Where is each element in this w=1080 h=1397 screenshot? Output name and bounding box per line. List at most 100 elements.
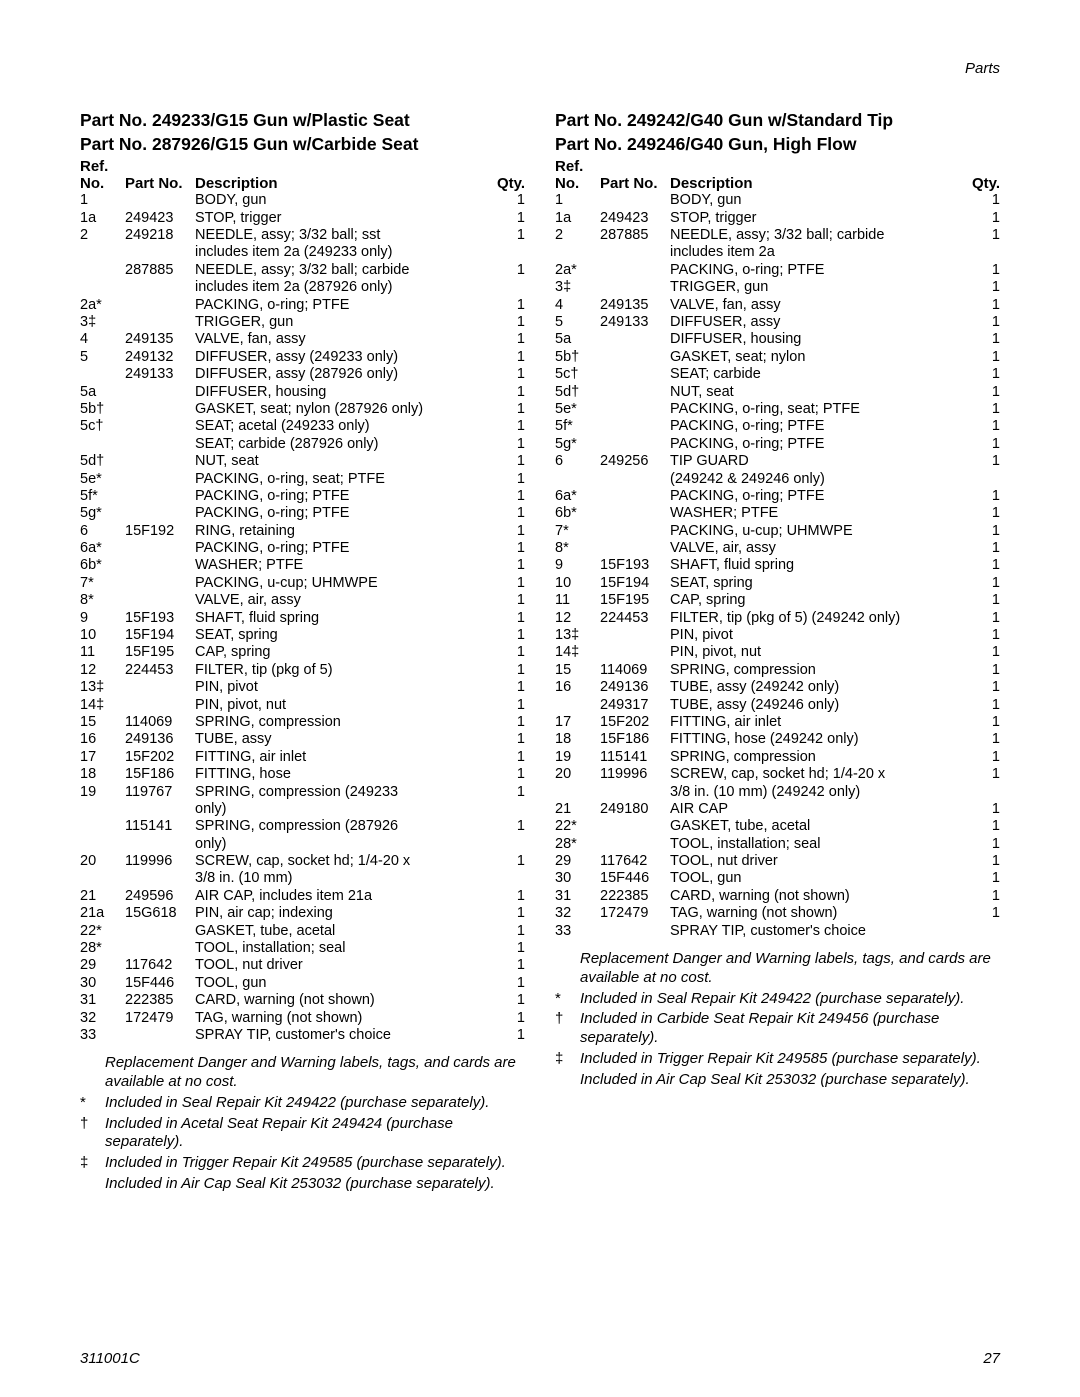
table-row: 5aDIFFUSER, housing1 (555, 331, 1000, 348)
cell-desc: FILTER, tip (pkg of 5) (249242 only) (670, 610, 980, 627)
note-marker (555, 1071, 580, 1090)
cell-qty: 1 (980, 279, 1000, 296)
table-row: 5f*PACKING, o-ring; PTFE1 (80, 488, 525, 505)
table-row: 615F192RING, retaining1 (80, 523, 525, 540)
note-marker: † (80, 1115, 105, 1153)
table-row: 21a15G618PIN, air cap; indexing1 (80, 905, 525, 922)
cell-partno (600, 244, 670, 261)
cell-ref: 1a (80, 210, 125, 227)
cell-qty: 1 (505, 453, 525, 470)
table-row: 7*PACKING, u-cup; UHMWPE1 (80, 575, 525, 592)
table-row: only) (80, 801, 525, 818)
cell-qty: 1 (980, 297, 1000, 314)
cell-ref (80, 244, 125, 261)
cell-partno: 15F193 (125, 610, 195, 627)
cell-desc: DIFFUSER, assy (287926 only) (195, 366, 505, 383)
cell-partno (125, 471, 195, 488)
cell-desc: TOOL, gun (195, 975, 505, 992)
cell-qty: 1 (980, 731, 1000, 748)
cell-ref: 1 (555, 192, 600, 209)
cell-partno: 15F193 (600, 557, 670, 574)
cell-partno (600, 331, 670, 348)
table-row: includes item 2a (555, 244, 1000, 261)
table-row: 6249256TIP GUARD1 (555, 453, 1000, 470)
cell-ref: 31 (555, 888, 600, 905)
cell-desc: SEAT; carbide (670, 366, 980, 383)
right-hdr-ref1: Ref. (555, 158, 600, 175)
cell-desc: DIFFUSER, housing (670, 331, 980, 348)
cell-qty: 1 (980, 349, 1000, 366)
right-hdr-desc: Description (670, 175, 960, 192)
cell-ref: 2 (80, 227, 125, 244)
right-hdr-partno: Part No. (600, 175, 670, 192)
note-marker: ‡ (555, 1050, 580, 1069)
table-row: 6b*WASHER; PTFE1 (555, 505, 1000, 522)
cell-qty: 1 (980, 505, 1000, 522)
cell-desc: VALVE, air, assy (670, 540, 980, 557)
table-row: 4249135VALVE, fan, assy1 (80, 331, 525, 348)
cell-qty: 1 (505, 227, 525, 244)
left-table-header: Ref. No. Part No. Description Qty. (80, 158, 525, 193)
cell-partno: 172479 (125, 1010, 195, 1027)
right-notes: Replacement Danger and Warning labels, t… (555, 950, 1000, 1089)
cell-qty (980, 471, 1000, 488)
cell-qty: 1 (980, 801, 1000, 818)
cell-qty: 1 (980, 436, 1000, 453)
cell-desc: includes item 2a (287926 only) (195, 279, 505, 296)
cell-desc: 3/8 in. (10 mm) (249242 only) (670, 784, 980, 801)
table-row: 1a249423STOP, trigger1 (555, 210, 1000, 227)
left-title-2: Part No. 287926/G15 Gun w/Carbide Seat (80, 134, 525, 156)
cell-qty: 1 (980, 627, 1000, 644)
table-row: 32172479TAG, warning (not shown)1 (80, 1010, 525, 1027)
cell-partno: 224453 (600, 610, 670, 627)
table-row: 31222385CARD, warning (not shown)1 (555, 888, 1000, 905)
note-marker (80, 1054, 105, 1092)
cell-qty: 1 (980, 384, 1000, 401)
cell-partno (125, 279, 195, 296)
table-row: 915F193SHAFT, fluid spring1 (80, 610, 525, 627)
cell-partno (600, 262, 670, 279)
cell-ref: 20 (555, 766, 600, 783)
cell-desc: PIN, pivot (195, 679, 505, 696)
cell-partno (600, 418, 670, 435)
note-marker: ‡ (80, 1154, 105, 1173)
note-marker (555, 950, 580, 988)
cell-partno (600, 192, 670, 209)
cell-ref: 13‡ (555, 627, 600, 644)
cell-qty: 1 (980, 575, 1000, 592)
cell-ref: 6b* (80, 557, 125, 574)
cell-desc: WASHER; PTFE (195, 557, 505, 574)
cell-ref: 30 (555, 870, 600, 887)
table-row: 5d†NUT, seat1 (555, 384, 1000, 401)
cell-ref: 12 (555, 610, 600, 627)
cell-desc: DIFFUSER, assy (249233 only) (195, 349, 505, 366)
cell-ref: 16 (80, 731, 125, 748)
note-text: Included in Acetal Seat Repair Kit 24942… (105, 1115, 525, 1153)
cell-partno: 249135 (600, 297, 670, 314)
cell-desc: only) (195, 801, 505, 818)
cell-partno (125, 401, 195, 418)
cell-partno: 15F202 (600, 714, 670, 731)
table-row: 31222385CARD, warning (not shown)1 (80, 992, 525, 1009)
cell-ref: 29 (555, 853, 600, 870)
cell-partno: 117642 (125, 957, 195, 974)
note-item: ‡Included in Trigger Repair Kit 249585 (… (580, 1050, 1000, 1069)
cell-desc: FILTER, tip (pkg of 5) (195, 662, 505, 679)
cell-partno (600, 349, 670, 366)
table-row: 20119996SCREW, cap, socket hd; 1/4-20 x1 (80, 853, 525, 870)
cell-ref: 4 (555, 297, 600, 314)
cell-partno (125, 801, 195, 818)
cell-partno: 117642 (600, 853, 670, 870)
cell-desc: TOOL, nut driver (670, 853, 980, 870)
cell-ref: 5e* (80, 471, 125, 488)
note-text: Included in Trigger Repair Kit 249585 (p… (580, 1050, 1000, 1069)
cell-qty: 1 (505, 192, 525, 209)
cell-desc: RING, retaining (195, 523, 505, 540)
cell-ref: 8* (80, 592, 125, 609)
cell-partno: 114069 (125, 714, 195, 731)
cell-desc: NUT, seat (670, 384, 980, 401)
table-row: 5b†GASKET, seat; nylon1 (555, 349, 1000, 366)
table-row: 3/8 in. (10 mm) (249242 only) (555, 784, 1000, 801)
cell-ref (555, 697, 600, 714)
cell-ref: 5b† (555, 349, 600, 366)
